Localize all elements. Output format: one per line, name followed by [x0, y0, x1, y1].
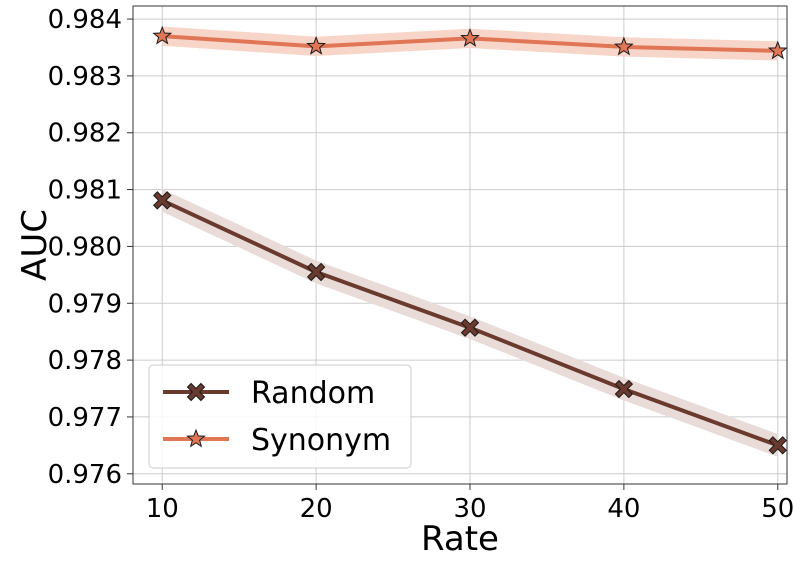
data-point-random: [153, 191, 172, 210]
y-tick-label: 0.981: [48, 176, 122, 206]
x-axis-label: Rate: [421, 519, 499, 559]
plot-frame: [132, 5, 788, 485]
legend: Random Synonym: [148, 364, 412, 469]
x-tick-label: 30: [453, 494, 486, 524]
legend-label-synonym: Synonym: [251, 423, 391, 458]
x-tick-label: 10: [146, 494, 179, 524]
y-tick-label: 0.978: [48, 346, 122, 376]
y-tick-label: 0.980: [48, 232, 122, 262]
y-tick-label: 0.984: [48, 5, 122, 35]
legend-label-random: Random: [251, 376, 375, 411]
y-tick-label: 0.979: [48, 289, 122, 319]
y-tick-label: 0.982: [48, 119, 122, 149]
x-tick-label: 40: [607, 494, 640, 524]
y-tick-label: 0.977: [48, 403, 122, 433]
x-axis-ticks: 10 20 30 40 50: [146, 484, 793, 524]
data-point-random: [768, 436, 787, 455]
series-markers: [152, 25, 788, 455]
data-point-synonym: [460, 27, 480, 47]
y-axis-label: AUC: [15, 209, 55, 281]
data-point-synonym: [613, 36, 634, 56]
band-synonym: [162, 26, 778, 61]
y-axis-ticks: 0.976 0.977 0.978 0.979 0.980 0.981 0.982 0.983…: [48, 5, 133, 490]
y-tick-label: 0.983: [48, 62, 122, 92]
data-point-random: [614, 379, 634, 399]
data-point-random: [306, 262, 326, 282]
data-point-synonym: [152, 25, 173, 45]
x-tick-label: 20: [300, 494, 333, 524]
x-tick-label: 50: [761, 494, 793, 524]
legend-marker-random: [186, 382, 206, 402]
legend-marker-synonym: [186, 428, 206, 448]
y-tick-label: 0.976: [48, 460, 122, 490]
data-point-synonym: [306, 35, 327, 55]
data-point-synonym: [767, 40, 788, 60]
grid-lines: [133, 6, 787, 484]
data-point-random: [460, 318, 480, 337]
